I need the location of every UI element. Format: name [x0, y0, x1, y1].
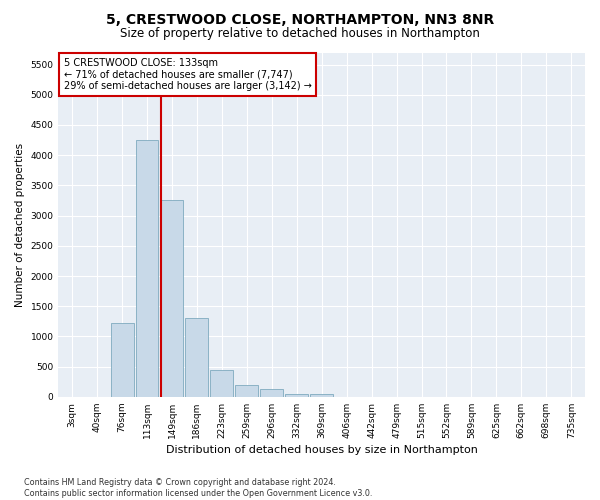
Text: Contains HM Land Registry data © Crown copyright and database right 2024.
Contai: Contains HM Land Registry data © Crown c…: [24, 478, 373, 498]
Bar: [110, 322, 134, 397]
Bar: [185, 318, 208, 397]
Bar: [136, 140, 158, 397]
Bar: [160, 200, 184, 397]
Text: 5, CRESTWOOD CLOSE, NORTHAMPTON, NN3 8NR: 5, CRESTWOOD CLOSE, NORTHAMPTON, NN3 8NR: [106, 12, 494, 26]
Bar: [310, 394, 333, 397]
Bar: [211, 370, 233, 397]
Text: 5 CRESTWOOD CLOSE: 133sqm
← 71% of detached houses are smaller (7,747)
29% of se: 5 CRESTWOOD CLOSE: 133sqm ← 71% of detac…: [64, 58, 311, 91]
Text: Size of property relative to detached houses in Northampton: Size of property relative to detached ho…: [120, 28, 480, 40]
X-axis label: Distribution of detached houses by size in Northampton: Distribution of detached houses by size …: [166, 445, 478, 455]
Bar: [285, 394, 308, 397]
Y-axis label: Number of detached properties: Number of detached properties: [15, 142, 25, 306]
Bar: [235, 384, 259, 397]
Bar: [260, 389, 283, 397]
